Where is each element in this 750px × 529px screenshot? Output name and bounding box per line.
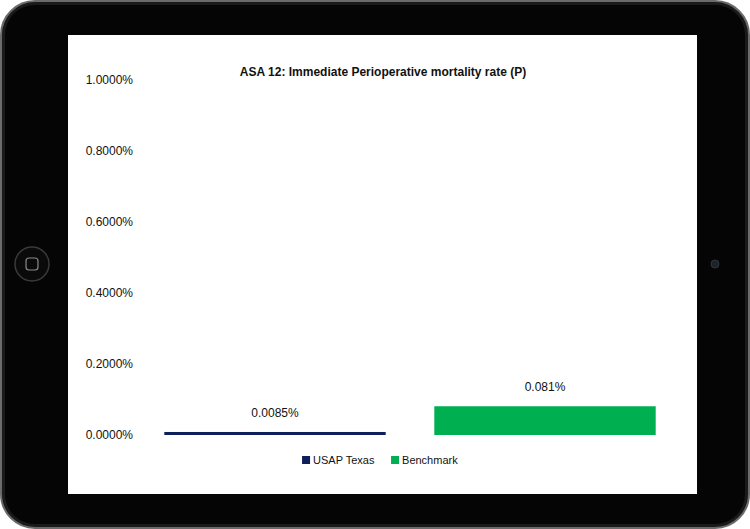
screen [68,35,697,494]
tablet-frame [1,1,749,528]
title: ASA 12: Immediate Perioperative mortalit… [240,65,526,79]
home-button [15,247,49,281]
y-tick-label: 0.2000% [86,357,134,371]
y-tick-label: 1.0000% [86,73,134,87]
legend-swatch [302,456,310,464]
data-labels: 0.0085% 0.081% [251,380,565,420]
data-label: 0.0085% [251,406,299,420]
y-tick-label: 0.0000% [86,428,134,442]
y-tick-label: 0.6000% [86,215,134,229]
legend-label: USAP Texas [313,454,375,466]
y-tick-label: 0.8000% [86,144,134,158]
camera [711,260,719,268]
data-label: 0.081% [525,380,566,394]
tablet-bezel [5,5,745,524]
bars [164,406,655,435]
page: ASA 12: Immediate Perioperative mortalit… [0,0,750,529]
bar [434,406,655,435]
bar [164,432,385,435]
legend: USAP Texas Benchmark [302,454,458,466]
home-button-icon [26,258,38,270]
y-tick-label: 0.4000% [86,286,134,300]
legend-swatch [391,456,399,464]
legend-label: Benchmark [402,454,458,466]
